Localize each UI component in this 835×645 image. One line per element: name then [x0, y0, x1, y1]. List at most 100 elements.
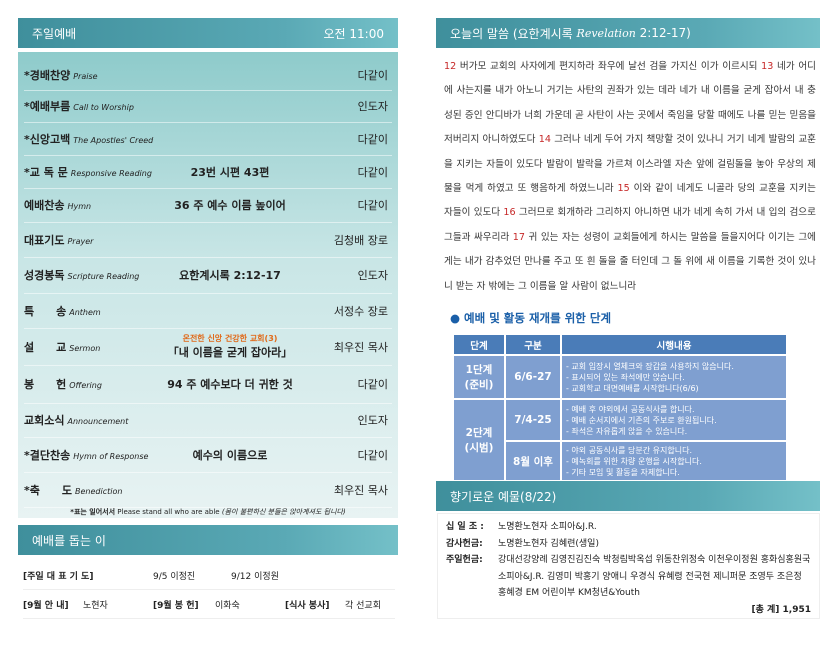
- worship-row: *예배부름 Call to Worship 인도자: [24, 90, 392, 123]
- verse-text: 버가모 교회의 사자에게 편지하라 좌우에 날선 검을 가지신 이가 이르시되: [459, 61, 758, 72]
- item-leader: 인도자: [357, 269, 388, 282]
- item-detail-text: 94 주 예수보다 더 귀한 것: [167, 378, 293, 391]
- step-item: - 좌석은 자유롭게 앉을 수 있습니다.: [566, 426, 688, 436]
- item-detail-text: 예수의 이름으로: [192, 448, 268, 462]
- th-content: 시행내용: [560, 333, 788, 356]
- items: - 야외 공동식사를 당분간 유지합니다. - 예녹회를 위한 차량 운행을 시작…: [560, 440, 788, 482]
- sermon-series: 온전한 신앙 건강한 교회(3): [182, 334, 278, 343]
- note-ko: *표는 일어서서: [70, 508, 116, 516]
- item-name: 성경봉독 Scripture Reading: [24, 267, 156, 283]
- prayer-label: [주일 대 표 기 도]: [23, 571, 94, 582]
- word-header: 오늘의 말씀 (요한계시록 Revelation 2:12-17): [436, 18, 820, 48]
- item-name: 예배찬송 Hymn: [24, 197, 156, 213]
- item-en: Anthem: [69, 307, 101, 317]
- item-ko: 봉 헌: [24, 378, 67, 391]
- step-item: - 교회학교 대면예배를 시작합니다(6/6): [566, 383, 699, 393]
- worship-row: *축 도 Benediction 최우진 목사: [24, 472, 392, 508]
- item-detail-text: 23번 시편 43편: [190, 165, 270, 179]
- item-ko: *축 도: [24, 483, 72, 497]
- scripture-text: 12 버가모 교회의 사자에게 편지하라 좌우에 날선 검을 가지신 이가 이르…: [444, 55, 816, 299]
- offering-line: 십 일 조 : 노명환노현자 소피아&J.R.: [446, 519, 811, 536]
- total-value: 1,951: [782, 604, 811, 615]
- worship-row: *신앙고백 The Apostles' Creed 다같이: [24, 122, 392, 156]
- note-en: Please stand all who are able: [117, 508, 220, 516]
- item-leader: 다같이: [357, 199, 388, 212]
- stage-1: 1단계 (준비): [452, 354, 506, 400]
- worship-title: 주일예배: [32, 26, 77, 41]
- item-ko: *예배부름: [24, 100, 71, 113]
- worship-row: 대표기도 Prayer 김청배 장로: [24, 222, 392, 258]
- helpers-header: 예배를 돕는 이: [18, 525, 398, 555]
- item-ko: 특 송: [24, 304, 67, 318]
- period: 6/6-27: [504, 354, 562, 400]
- offering-title: 향기로운 예물(8/22): [450, 489, 557, 504]
- item-ko: *경배찬양: [24, 69, 71, 82]
- prayer-1: 9/5 이정진: [153, 571, 196, 582]
- item-name: 교회소식 Announcement: [24, 412, 156, 428]
- step-item: - 표시되어 있는 좌석에만 앉습니다.: [566, 372, 685, 382]
- verse-number: 17: [512, 231, 526, 243]
- step-item: - 교회 입장시 열체크와 장갑을 사용하지 않습니다.: [566, 361, 734, 371]
- verse-text: 그러나 네게 두어 가지 책망할 것이 있나니 거기 네게 발람의 교훈을 지키…: [444, 134, 816, 195]
- step-item: - 예녹회를 위한 차량 운행을 시작합니다.: [566, 456, 702, 466]
- offering-names: 강대선강양례 김영진김진숙 박청림박옥섭 위동찬위정숙 이천우이정원 홍화심홍원…: [498, 555, 811, 598]
- item-leader: 다같이: [357, 448, 388, 462]
- offering-list: 십 일 조 : 노명환노현자 소피아&J.R. 감사헌금: 노명환노현자 김혜련(생일…: [437, 513, 820, 619]
- verse-text: 네가 어디에 사는지를 내가 아노니 거기는 사탄의 권좌가 있는 데라 네가 …: [444, 61, 816, 146]
- total-label: [총 계]: [751, 604, 780, 615]
- step-item: - 야외 공동식사를 당분간 유지합니다.: [566, 445, 693, 455]
- verse-number: 15: [617, 183, 630, 195]
- th-period: 구분: [504, 333, 562, 356]
- stand-note: *표는 일어서서 Please stand all who are able (…: [18, 507, 398, 517]
- th-stage: 단계: [452, 333, 506, 356]
- item-detail: 94 주 예수보다 더 귀한 것: [156, 376, 304, 392]
- item-leader: 인도자: [357, 100, 388, 113]
- word-title: 오늘의 말씀 (요한계시록: [450, 26, 573, 41]
- item-ko: 교회소식: [24, 414, 65, 427]
- item-en: Announcement: [67, 417, 129, 426]
- item-name: 대표기도 Prayer: [24, 232, 156, 248]
- item-detail: 온전한 신앙 건강한 교회(3) 「내 이름을 굳게 잡아라」: [156, 333, 304, 360]
- item-name: *교 독 문 Responsive Reading: [24, 164, 156, 180]
- item-ko: 성경봉독: [24, 269, 65, 282]
- offering-total: [총 계] 1,951: [446, 602, 811, 619]
- item-detail-text: 「내 이름을 굳게 잡아라」: [167, 346, 293, 359]
- item-name: *경배찬양 Praise: [24, 67, 156, 83]
- item-leader: 서정수 장로: [333, 304, 388, 318]
- stage-2: 2단계 (시범): [452, 398, 506, 482]
- item-en: Benediction: [75, 486, 123, 496]
- worship-header: 주일예배 오전 11:00: [18, 18, 398, 48]
- item-leader: 최우진 목사: [333, 340, 388, 354]
- item-en: Prayer: [67, 236, 94, 246]
- items: - 교회 입장시 열체크와 장갑을 사용하지 않습니다. - 표시되어 있는 좌석…: [560, 354, 788, 400]
- worship-row: 설 교 Sermon 온전한 신앙 건강한 교회(3) 「내 이름을 굳게 잡아라」 최…: [24, 328, 392, 366]
- word-title-ref: 2:12-17): [639, 26, 691, 40]
- offering-header: 향기로운 예물(8/22): [436, 481, 820, 511]
- item-en: Praise: [73, 72, 98, 81]
- period: 8월 이후: [504, 440, 562, 482]
- item-name: *축 도 Benediction: [24, 482, 156, 498]
- item-detail-text: 요한계시록 2:12-17: [179, 269, 281, 282]
- verse-text: 이와 같이 네게도 니골라 당의 교훈을 지키는 자들이 있도다: [444, 183, 817, 219]
- item-detail: 23번 시편 43편: [156, 164, 304, 180]
- worship-row: 교회소식 Announcement 인도자: [24, 403, 392, 438]
- worship-row: 성경봉독 Scripture Reading 요한계시록 2:12-17 인도자: [24, 257, 392, 294]
- offering-label: 감사헌금:: [446, 538, 483, 549]
- item-name: *신앙고백 The Apostles' Creed: [24, 131, 156, 147]
- meal-label: [식사 봉사]: [285, 600, 330, 611]
- prayer-2: 9/12 이정원: [231, 571, 279, 582]
- item-name: 봉 헌 Offering: [24, 376, 156, 392]
- worship-row: *교 독 문 Responsive Reading 23번 시편 43편 다같이: [24, 155, 392, 189]
- item-leader: 최우진 목사: [333, 483, 388, 497]
- guide: 노현자: [83, 600, 108, 611]
- note-paren: (몸이 불편하신 분들은 앉아계셔도 됩니다): [221, 508, 346, 516]
- verse-number: 12: [444, 61, 457, 72]
- item-ko: *교 독 문: [24, 165, 68, 179]
- item-name: 설 교 Sermon: [24, 339, 156, 355]
- offering-names: 노명환노현자 소피아&J.R.: [498, 522, 597, 532]
- verse-text: 그러므로 회개하라 그리하지 아니하면 내가 네게 속히 가서 내 입의 검으로…: [444, 207, 816, 243]
- period: 7/4-25: [504, 398, 562, 442]
- item-ko: 예배찬송: [24, 199, 65, 212]
- worship-time: 오전 11:00: [323, 26, 384, 41]
- item-name: *예배부름 Call to Worship: [24, 98, 156, 114]
